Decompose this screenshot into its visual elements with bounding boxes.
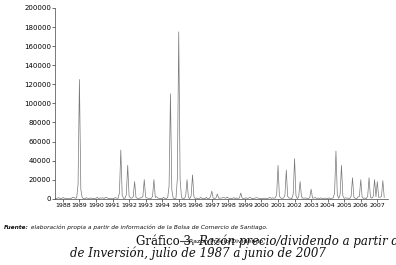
- Text: elaboración propia a partir de información de la Bolsa de Comercio de Santiago.: elaboración propia a partir de informaci…: [29, 225, 267, 230]
- Text: Razón precio/dividendo a partir de Cartera: Razón precio/dividendo a partir de Carte…: [198, 235, 396, 248]
- Text: de Inversión, julio de 1987 a junio de 2007: de Inversión, julio de 1987 a junio de 2…: [70, 246, 326, 260]
- Text: Gráfico 3.: Gráfico 3.: [135, 235, 198, 248]
- Text: Fuente:: Fuente:: [4, 225, 29, 230]
- Legend: Razón Precio/Dividendo: Razón Precio/Dividendo: [177, 236, 266, 247]
